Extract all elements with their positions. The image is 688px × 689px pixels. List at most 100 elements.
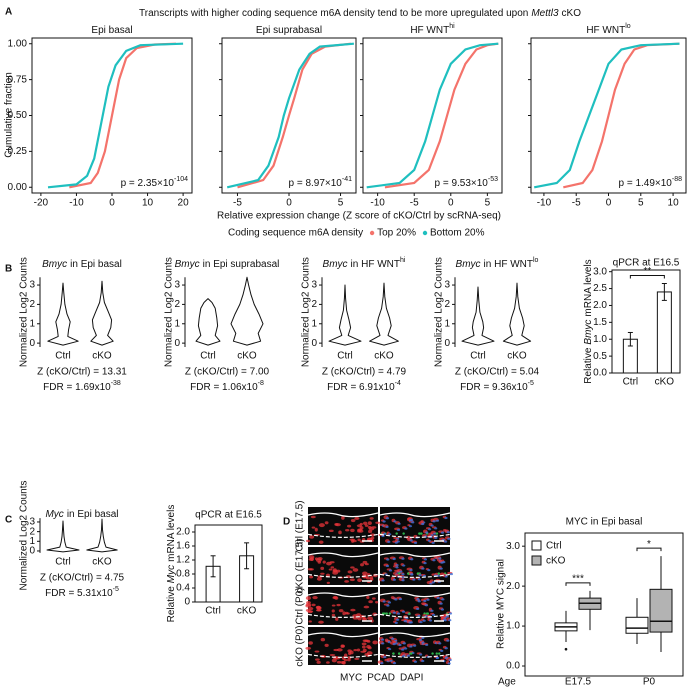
stain-dapi — [394, 598, 398, 601]
stain-pcad — [397, 652, 401, 655]
stain-dapi — [440, 561, 444, 564]
stain-dapi — [440, 649, 444, 652]
x-tick-label: cKO — [92, 351, 112, 362]
stain-myc — [342, 611, 346, 616]
stain-dapi — [425, 643, 429, 647]
stain-pcad — [402, 532, 405, 535]
stat-z: Z (cKO/Ctrl) = 4.75 — [40, 573, 125, 584]
y-tick-label: 0 — [184, 597, 190, 608]
y-tick-label: 3 — [174, 280, 180, 291]
stain-pcad — [408, 612, 411, 615]
violin — [461, 286, 495, 346]
stain-dapi — [408, 621, 412, 624]
row-label: cKO (E17.5) — [295, 538, 306, 593]
x-tick-label: Ctrl — [200, 351, 216, 362]
subplot-title-part: Epi basal — [91, 25, 132, 36]
stain-myc — [312, 596, 318, 600]
stain-dapi — [392, 611, 396, 614]
stain-myc — [344, 580, 350, 583]
stain-dapi — [430, 524, 434, 527]
y-tick-label: 3.0 — [593, 266, 607, 277]
x-tick-label: E17.5 — [565, 677, 592, 688]
stain-myc — [363, 521, 368, 526]
stain-dapi — [421, 567, 425, 570]
violin — [47, 282, 79, 346]
stain-dapi — [444, 656, 449, 659]
x-tick-label: cKO — [237, 606, 257, 617]
legend-label: Top 20% — [377, 228, 416, 239]
y-tick-label: 2 — [311, 299, 317, 310]
stain-dapi — [427, 528, 432, 531]
x-tick-label: -5 — [572, 198, 581, 209]
violin — [46, 520, 80, 553]
stat-fdr-part: FDR = 1.06x10 — [190, 382, 258, 393]
y-tick-label: 0.0 — [506, 661, 520, 672]
y-axis-label-part: Bmyc — [583, 320, 594, 345]
stain-myc — [345, 611, 349, 615]
stain-dapi — [434, 527, 438, 530]
x-tick-label: 10 — [142, 198, 154, 209]
violin — [328, 284, 362, 346]
stain-pcad — [410, 652, 413, 655]
stain-dapi — [401, 573, 405, 576]
stain-dapi — [404, 647, 408, 650]
legend-swatch — [531, 555, 542, 566]
skin-surface — [307, 592, 379, 598]
subplot-title-part: HF WNT — [586, 25, 625, 36]
stain-myc — [350, 528, 355, 533]
box — [625, 616, 649, 634]
y-tick-label: 2.0 — [176, 527, 190, 538]
stain-dapi — [421, 659, 425, 663]
x-axis-label: Age — [498, 677, 516, 688]
y-tick-label: 2.5 — [593, 283, 607, 294]
stain-dapi — [448, 658, 452, 662]
stain-dapi — [413, 660, 418, 663]
y-tick-label: 1.5 — [593, 317, 607, 328]
stain-myc — [308, 606, 314, 611]
subplot-title-part: in Epi basal — [70, 259, 122, 270]
stain-myc — [314, 650, 320, 653]
chart-title-part: Transcripts with higher coding sequence … — [139, 8, 528, 19]
stain-myc — [324, 643, 329, 647]
stain-myc — [334, 522, 339, 526]
y-tick-label: 0.75 — [8, 74, 28, 85]
stain-myc — [331, 658, 337, 663]
legend-marker — [422, 230, 428, 236]
y-tick-label: 1.0 — [593, 334, 607, 345]
y-tick-label: 1 — [29, 536, 35, 547]
basement-membrane — [307, 653, 379, 658]
stain-dapi — [418, 574, 422, 577]
subplot-title-part: hi — [449, 23, 455, 30]
stain-myc — [364, 524, 369, 527]
x-tick-label: Ctrl — [337, 351, 353, 362]
stain-dapi — [447, 537, 451, 540]
stain-myc — [361, 617, 368, 622]
basement-membrane — [379, 653, 451, 658]
stain-dapi — [388, 647, 392, 651]
stain-myc — [336, 603, 341, 607]
stain-myc — [367, 521, 372, 526]
subplot-title: Myc in Epi basal — [45, 509, 118, 520]
subplot-title: Bmyc in Epi suprabasal — [175, 259, 280, 270]
stain-dapi — [431, 613, 436, 616]
stain-myc — [309, 568, 314, 571]
x-tick-label: Ctrl — [55, 351, 71, 362]
p-value-part: p = 1.49×10 — [618, 178, 672, 189]
stat-fdr-part: FDR = 6.91x10 — [327, 382, 395, 393]
stain-myc — [338, 609, 344, 613]
micrograph — [377, 627, 452, 665]
stain-myc — [349, 578, 355, 582]
stain-dapi — [447, 662, 451, 665]
p-value-part: -104 — [174, 176, 188, 183]
stain-dapi — [401, 648, 405, 651]
x-tick-label: 0 — [448, 198, 454, 209]
stain-dapi — [440, 531, 445, 534]
stain-dapi — [425, 531, 429, 534]
stain-dapi — [419, 653, 423, 656]
subplot-title: Bmyc in HF WNTlo — [456, 257, 539, 269]
stain-myc — [305, 539, 311, 543]
y-tick-label: 0.4 — [176, 583, 190, 594]
stain-myc — [316, 660, 321, 664]
subplot-title-part: in HF WNT — [351, 259, 400, 270]
stain-dapi — [409, 568, 413, 572]
